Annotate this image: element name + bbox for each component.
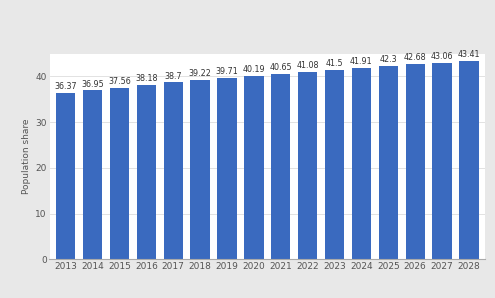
Text: 38.18: 38.18: [135, 74, 157, 83]
Bar: [325, 70, 344, 259]
Text: 39.22: 39.22: [189, 69, 211, 78]
Bar: [217, 78, 237, 259]
Bar: [191, 80, 210, 259]
Text: 38.7: 38.7: [164, 72, 182, 80]
Bar: [352, 68, 371, 259]
Y-axis label: Population share: Population share: [22, 119, 31, 194]
Text: 41.91: 41.91: [350, 57, 373, 66]
Text: 36.37: 36.37: [54, 82, 77, 91]
Text: 42.3: 42.3: [380, 55, 397, 64]
Text: 43.41: 43.41: [458, 50, 480, 59]
Text: 40.65: 40.65: [269, 63, 292, 72]
Bar: [379, 66, 398, 259]
Bar: [271, 74, 291, 259]
Bar: [56, 93, 75, 259]
Text: 37.56: 37.56: [108, 77, 131, 86]
Text: 41.5: 41.5: [326, 59, 344, 68]
Bar: [163, 83, 183, 259]
Text: 40.19: 40.19: [243, 65, 265, 74]
Bar: [83, 90, 102, 259]
Text: 43.06: 43.06: [431, 52, 453, 61]
Bar: [405, 64, 425, 259]
Bar: [244, 76, 263, 259]
Bar: [137, 85, 156, 259]
Text: 41.08: 41.08: [297, 61, 319, 70]
Bar: [459, 61, 479, 259]
Bar: [110, 88, 129, 259]
Bar: [298, 72, 317, 259]
Text: 36.95: 36.95: [81, 80, 104, 89]
Text: 42.68: 42.68: [404, 53, 427, 62]
Text: 39.71: 39.71: [216, 67, 238, 76]
Bar: [433, 63, 452, 259]
